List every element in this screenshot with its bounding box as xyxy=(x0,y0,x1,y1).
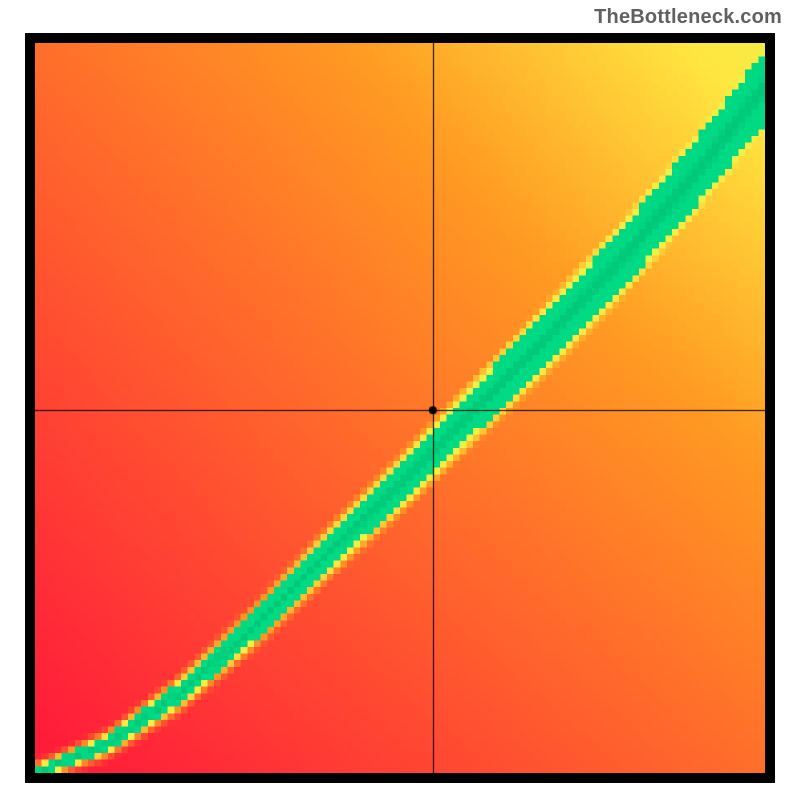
crosshair-overlay xyxy=(35,43,765,773)
plot-frame xyxy=(25,33,775,783)
attribution-text: TheBottleneck.com xyxy=(594,6,782,29)
bottleneck-heatmap-figure: TheBottleneck.com xyxy=(0,0,800,800)
